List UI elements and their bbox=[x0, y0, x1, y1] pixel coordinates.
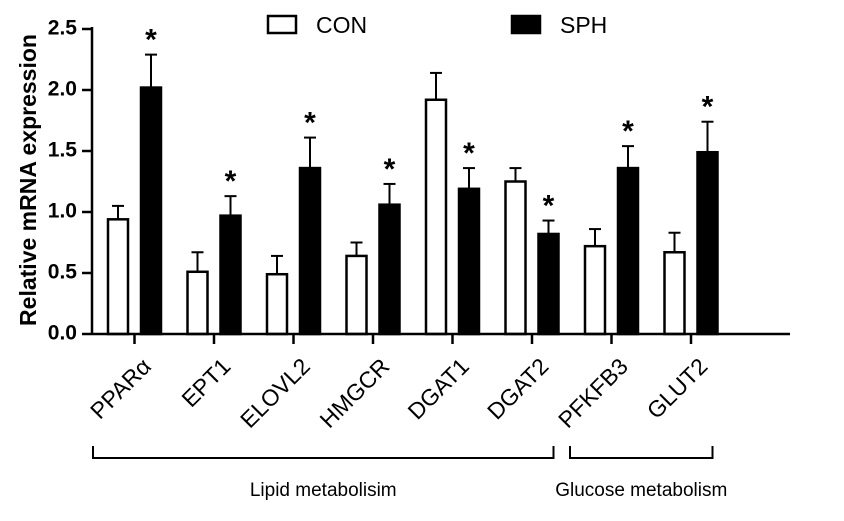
bar-con bbox=[345, 254, 368, 336]
x-tick-label: EPT1 bbox=[176, 353, 235, 412]
bar-sph bbox=[219, 214, 242, 336]
bar-sph bbox=[457, 187, 481, 336]
legend-swatch bbox=[510, 14, 542, 35]
legend-label: CON bbox=[316, 12, 367, 38]
group-bracket bbox=[569, 446, 714, 459]
x-tick-label: HMGCR bbox=[315, 353, 395, 433]
bar-con bbox=[424, 98, 448, 336]
y-tick-label: 2.0 bbox=[48, 78, 77, 101]
bar-sph bbox=[616, 166, 640, 336]
significance-marker: * bbox=[145, 24, 157, 57]
legend-label: SPH bbox=[560, 12, 607, 38]
bar-con bbox=[265, 272, 289, 336]
y-tick-label: 1.0 bbox=[48, 200, 77, 223]
y-tick-label: 1.5 bbox=[48, 139, 78, 162]
group-label: Lipid metabolisim bbox=[250, 480, 397, 501]
category-groups: Lipid metabolisim Glucose metabolism bbox=[92, 446, 727, 501]
significance-marker: * bbox=[384, 153, 396, 186]
legend: CON SPH bbox=[266, 12, 607, 38]
bar-con bbox=[583, 244, 607, 336]
x-tick-label: PFKFB3 bbox=[553, 353, 633, 433]
bars: * * * * * * * * bbox=[106, 24, 719, 336]
significance-marker: * bbox=[543, 190, 555, 223]
x-tick-label: DGAT1 bbox=[403, 353, 474, 424]
x-axis: PPARα EPT1 ELOVL2 HMGCR DGAT1 DGAT2 PFKFB3 GLUT… bbox=[85, 332, 790, 433]
y-axis: 0.0 0.5 1.0 1.5 2.0 2.5 bbox=[48, 17, 94, 345]
significance-marker: * bbox=[225, 165, 237, 198]
bar-sph bbox=[537, 232, 560, 336]
x-tick-label: PPARα bbox=[85, 353, 156, 424]
legend-swatch bbox=[266, 14, 298, 35]
y-axis-label: Relative mRNA expression bbox=[15, 34, 41, 326]
significance-marker: * bbox=[304, 107, 316, 140]
x-tick-label: DGAT2 bbox=[482, 353, 553, 424]
bar-sph bbox=[298, 166, 322, 336]
bar-con bbox=[186, 270, 209, 336]
bar-sph bbox=[378, 203, 401, 336]
x-tick-label: GLUT2 bbox=[642, 353, 713, 424]
group-bracket bbox=[92, 446, 555, 459]
x-tick-label: ELOVL2 bbox=[235, 353, 315, 433]
y-tick-label: 0.5 bbox=[48, 261, 78, 284]
significance-marker: * bbox=[463, 137, 475, 170]
y-tick-label: 2.5 bbox=[48, 17, 78, 40]
bar-con bbox=[663, 251, 686, 336]
bar-con bbox=[504, 180, 527, 336]
significance-marker: * bbox=[622, 115, 634, 148]
bar-sph bbox=[139, 86, 163, 336]
significance-marker: * bbox=[702, 91, 714, 124]
bar-sph bbox=[696, 150, 719, 336]
bar-con bbox=[106, 218, 130, 336]
y-tick-label: 0.0 bbox=[48, 322, 77, 345]
group-label: Glucose metabolism bbox=[555, 480, 727, 501]
